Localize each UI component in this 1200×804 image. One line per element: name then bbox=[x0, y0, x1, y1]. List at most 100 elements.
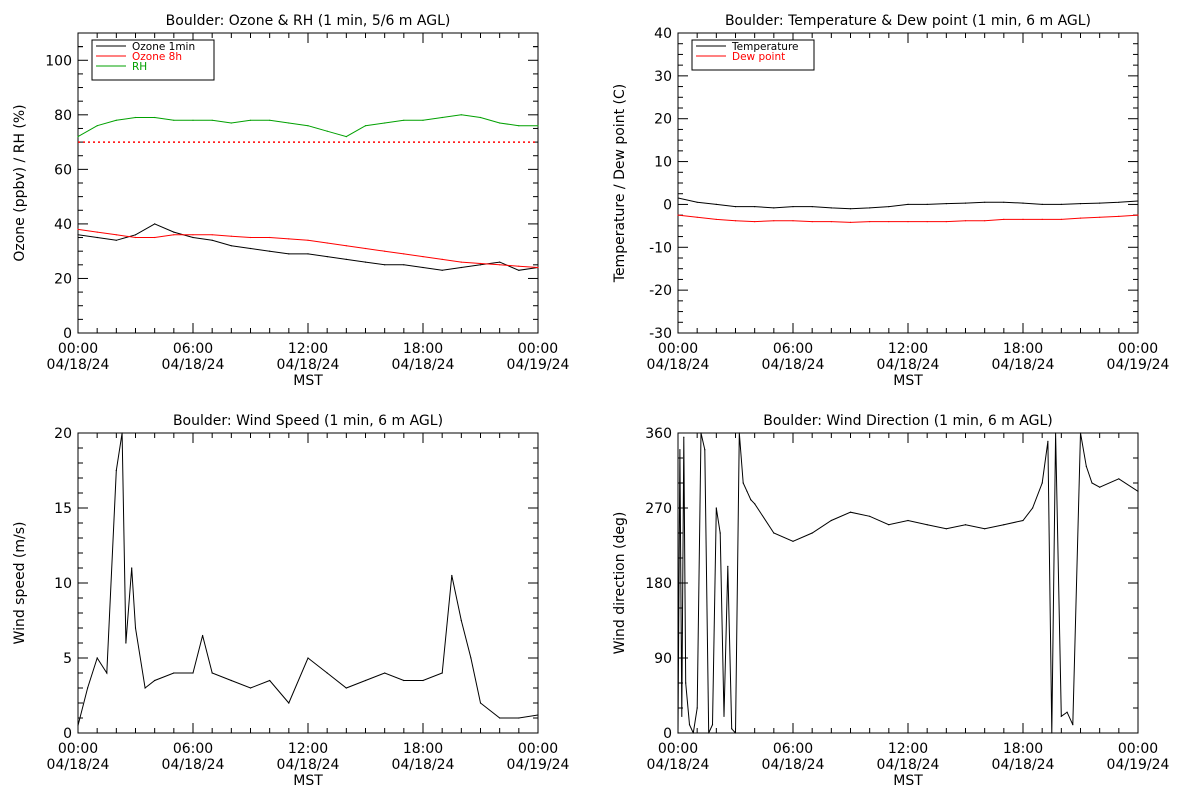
data-point bbox=[499, 264, 501, 266]
data-point bbox=[211, 234, 213, 236]
data-point bbox=[87, 687, 89, 689]
data-point bbox=[518, 265, 520, 267]
data-point bbox=[154, 116, 156, 119]
data-point bbox=[364, 679, 367, 682]
data-point bbox=[173, 672, 175, 674]
data-point bbox=[1137, 200, 1139, 202]
data-point bbox=[738, 432, 740, 434]
y-axis-title: Temperature / Dew point (C) bbox=[612, 84, 628, 283]
data-point bbox=[326, 130, 328, 132]
data-point bbox=[125, 642, 127, 644]
data-point bbox=[192, 672, 194, 674]
data-point bbox=[192, 234, 194, 236]
x-tick-date: 04/18/24 bbox=[162, 757, 225, 773]
data-point bbox=[1022, 218, 1024, 220]
x-tick-time: 18:00 bbox=[403, 741, 443, 757]
data-point bbox=[96, 236, 98, 239]
x-tick-date: 04/18/24 bbox=[762, 757, 825, 773]
y-tick-label: 40 bbox=[54, 217, 72, 233]
data-point bbox=[96, 231, 98, 233]
x-tick-date: 04/18/24 bbox=[877, 757, 940, 773]
data-point bbox=[926, 203, 928, 205]
plot-frame bbox=[77, 432, 539, 734]
data-point bbox=[384, 672, 386, 674]
data-point bbox=[460, 261, 462, 263]
data-point bbox=[230, 122, 232, 124]
chart-title: Boulder: Wind Direction (1 min, 6 m AGL) bbox=[763, 413, 1052, 429]
data-point bbox=[441, 116, 443, 119]
x-tick-time: 00:00 bbox=[658, 341, 698, 357]
x-tick-time: 06:00 bbox=[173, 341, 213, 357]
legend-label: Dew point bbox=[732, 51, 785, 63]
data-point bbox=[518, 269, 520, 271]
data-point bbox=[945, 528, 947, 530]
data-point bbox=[326, 256, 328, 258]
x-tick-date: 04/18/24 bbox=[992, 757, 1055, 773]
data-point bbox=[345, 245, 347, 247]
data-point bbox=[1079, 217, 1082, 219]
data-point bbox=[869, 515, 871, 517]
x-tick-time: 18:00 bbox=[1003, 341, 1043, 357]
data-point bbox=[441, 672, 443, 674]
y-tick-label: 30 bbox=[654, 69, 672, 85]
y-axis-title: Wind direction (deg) bbox=[612, 512, 628, 655]
chart-title: Boulder: Temperature & Dew point (1 min,… bbox=[725, 13, 1091, 29]
x-tick-time: 12:00 bbox=[888, 741, 928, 757]
data-point bbox=[964, 202, 967, 204]
x-tick-time: 06:00 bbox=[773, 741, 813, 757]
y-tick-label: 20 bbox=[54, 271, 72, 287]
x-tick-date: 04/18/24 bbox=[392, 757, 455, 773]
x-tick-date: 04/18/24 bbox=[992, 357, 1055, 373]
data-point bbox=[907, 221, 909, 223]
data-point bbox=[1079, 432, 1082, 434]
data-point bbox=[249, 247, 252, 250]
x-tick-date: 04/19/24 bbox=[507, 357, 570, 373]
data-point bbox=[384, 122, 386, 124]
data-point bbox=[907, 203, 909, 205]
data-point bbox=[742, 482, 744, 484]
data-point bbox=[499, 717, 501, 719]
data-point bbox=[288, 238, 290, 240]
data-point bbox=[926, 524, 928, 526]
data-point bbox=[696, 707, 698, 709]
data-point bbox=[106, 672, 108, 674]
data-point bbox=[1022, 519, 1024, 522]
x-tick-time: 00:00 bbox=[518, 341, 558, 357]
data-point bbox=[1137, 214, 1139, 216]
data-point bbox=[364, 125, 367, 127]
data-point bbox=[683, 436, 685, 438]
data-point bbox=[1041, 482, 1043, 484]
data-point bbox=[692, 732, 694, 734]
x-tick-date: 04/18/24 bbox=[877, 357, 940, 373]
data-point bbox=[1085, 465, 1087, 467]
data-point bbox=[121, 432, 123, 434]
data-point bbox=[849, 221, 852, 223]
data-point bbox=[677, 732, 679, 734]
data-point bbox=[384, 264, 386, 266]
data-point bbox=[345, 687, 347, 689]
data-point bbox=[711, 724, 714, 726]
data-point bbox=[288, 253, 290, 255]
x-tick-date: 04/18/24 bbox=[762, 357, 825, 373]
x-tick-time: 06:00 bbox=[773, 341, 813, 357]
data-point bbox=[715, 203, 717, 205]
data-point bbox=[499, 261, 501, 263]
data-point bbox=[470, 657, 472, 659]
data-point bbox=[211, 239, 213, 241]
y-tick-label: -20 bbox=[649, 283, 672, 299]
y-tick-label: 5 bbox=[63, 651, 72, 667]
data-point bbox=[134, 236, 137, 239]
data-point bbox=[422, 119, 424, 121]
data-point bbox=[984, 528, 986, 530]
chart-title: Boulder: Ozone & RH (1 min, 5/6 m AGL) bbox=[166, 13, 451, 29]
data-point bbox=[202, 634, 204, 637]
data-point bbox=[1079, 203, 1082, 205]
data-point bbox=[1051, 732, 1053, 734]
x-tick-time: 00:00 bbox=[1118, 341, 1158, 357]
data-point bbox=[888, 206, 890, 208]
x-tick-time: 06:00 bbox=[173, 741, 213, 757]
series-line-1 bbox=[678, 197, 1138, 210]
data-point bbox=[77, 136, 79, 138]
data-point bbox=[345, 136, 347, 138]
data-point bbox=[460, 619, 462, 622]
